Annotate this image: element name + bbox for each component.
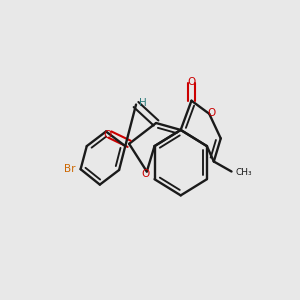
Text: CH₃: CH₃ xyxy=(236,168,252,177)
Text: O: O xyxy=(103,130,111,140)
Text: O: O xyxy=(142,169,150,179)
Text: H: H xyxy=(139,98,146,108)
Text: O: O xyxy=(188,77,196,87)
Text: O: O xyxy=(208,108,216,118)
Text: Br: Br xyxy=(64,164,76,174)
